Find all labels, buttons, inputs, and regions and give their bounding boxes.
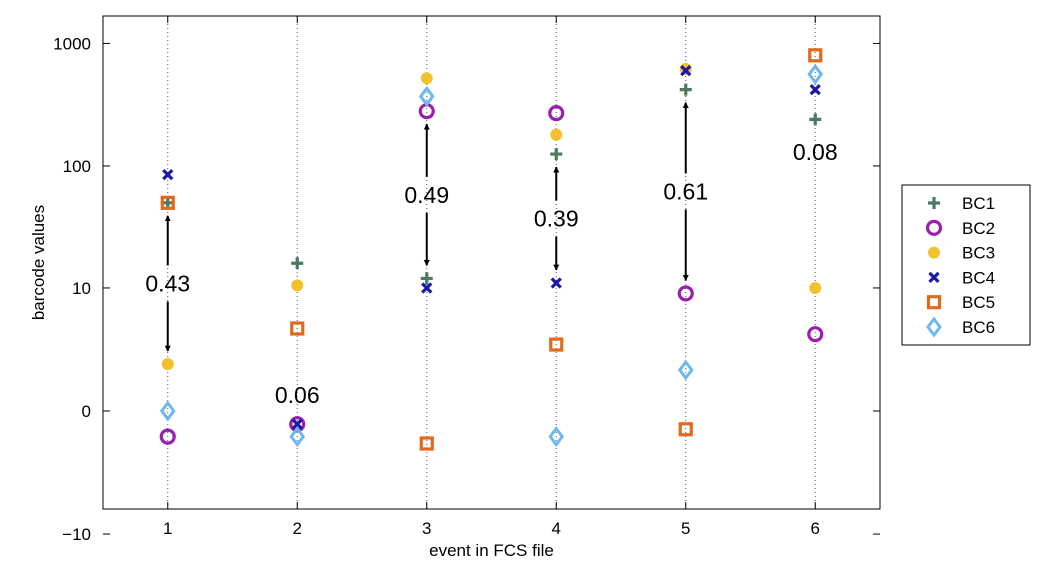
series-bc6 xyxy=(159,63,824,448)
point-bc3 xyxy=(809,281,822,294)
point-bc5 xyxy=(678,422,693,437)
point-bc6 xyxy=(677,359,694,381)
point-bc5 xyxy=(419,436,434,451)
legend-entry-bc5: BC5 xyxy=(926,293,995,312)
point-bc3 xyxy=(420,72,433,85)
x-tick-label: 3 xyxy=(422,519,431,538)
point-bc1 xyxy=(420,272,433,285)
point-bc6 xyxy=(418,85,435,107)
y-tick-label: 100 xyxy=(63,157,91,176)
point-bc2 xyxy=(159,428,176,445)
annotation-arrows xyxy=(164,102,689,352)
point-bc6 xyxy=(289,426,306,448)
x-tick-label: 2 xyxy=(293,519,302,538)
legend-box xyxy=(901,184,1031,346)
y-axis-label: barcode values xyxy=(29,205,48,320)
y-tick-label: 0 xyxy=(82,402,91,421)
point-bc1 xyxy=(550,148,563,161)
legend-marker-bc4 xyxy=(928,271,940,284)
legend-label: BC6 xyxy=(962,318,995,337)
legend-label: BC5 xyxy=(962,293,995,312)
point-bc5 xyxy=(549,337,564,352)
point-bc6 xyxy=(548,426,565,448)
point-bc4 xyxy=(809,83,821,96)
legend-marker-bc2 xyxy=(925,219,943,236)
point-bc3 xyxy=(161,358,174,371)
point-bc4 xyxy=(421,282,433,294)
legend-marker-bc3 xyxy=(928,246,940,259)
series-bc5 xyxy=(160,48,823,451)
point-bc2 xyxy=(548,105,565,122)
x-tick-label: 1 xyxy=(163,519,172,538)
separation-label-3: 0.49 xyxy=(404,182,449,208)
separation-label-2: 0.06 xyxy=(275,382,320,408)
point-bc3 xyxy=(291,279,304,292)
y-tick-label: 1000 xyxy=(53,34,91,53)
axis-ticks: 1 2 3 4 5 6 −10 0 10 100 1000 xyxy=(53,16,880,544)
legend-entry-bc2: BC2 xyxy=(925,219,995,238)
x-tick-label: 6 xyxy=(811,519,820,538)
point-bc5 xyxy=(290,321,305,336)
point-bc4 xyxy=(680,64,692,77)
point-bc6 xyxy=(159,400,176,422)
separation-label-6: 0.08 xyxy=(793,139,838,165)
point-bc2 xyxy=(807,326,824,343)
legend-label: BC3 xyxy=(962,244,995,263)
legend-entry-bc4: BC4 xyxy=(928,268,995,287)
point-bc6 xyxy=(807,63,824,85)
x-tick-label: 4 xyxy=(552,519,561,538)
x-axis-label: event in FCS file xyxy=(429,541,554,560)
separation-label-1: 0.43 xyxy=(145,270,190,296)
separation-label-4: 0.39 xyxy=(534,206,579,232)
point-bc1 xyxy=(291,257,304,270)
series-bc3 xyxy=(161,62,822,371)
legend-marker-bc6 xyxy=(926,316,942,338)
series-bc2 xyxy=(159,103,824,445)
legend-entry-bc3: BC3 xyxy=(928,244,995,263)
vertical-gridlines xyxy=(167,16,816,509)
y-tick-label: −10 xyxy=(62,525,91,544)
separation-label-5: 0.61 xyxy=(663,179,708,205)
annotation-labels: 0.43 0.06 0.49 0.39 0.61 0.08 xyxy=(145,139,837,408)
series-bc1 xyxy=(161,83,822,285)
point-bc1 xyxy=(809,113,822,126)
data-points xyxy=(159,48,824,451)
point-bc1 xyxy=(679,83,692,96)
y-tick-label: 10 xyxy=(72,279,91,298)
x-tick-label: 5 xyxy=(681,519,690,538)
point-bc4 xyxy=(550,277,562,289)
point-bc4 xyxy=(162,168,174,181)
point-bc5 xyxy=(808,48,823,63)
legend-label: BC2 xyxy=(962,219,995,238)
legend-label: BC4 xyxy=(962,268,995,287)
legend-entry-bc1: BC1 xyxy=(928,194,995,213)
point-bc2 xyxy=(677,285,694,302)
legend-entry-bc6: BC6 xyxy=(926,316,995,338)
plot-area-frame xyxy=(102,15,881,510)
legend-marker-bc5 xyxy=(926,295,942,310)
point-bc4 xyxy=(291,418,303,430)
legend-marker-bc1 xyxy=(928,197,940,209)
series-bc4 xyxy=(162,64,821,430)
legend-label: BC1 xyxy=(962,194,995,213)
point-bc5 xyxy=(160,195,175,210)
legend: BC1 BC2 BC3 BC4 BC5 BC6 xyxy=(901,184,1031,346)
point-bc3 xyxy=(550,128,563,141)
